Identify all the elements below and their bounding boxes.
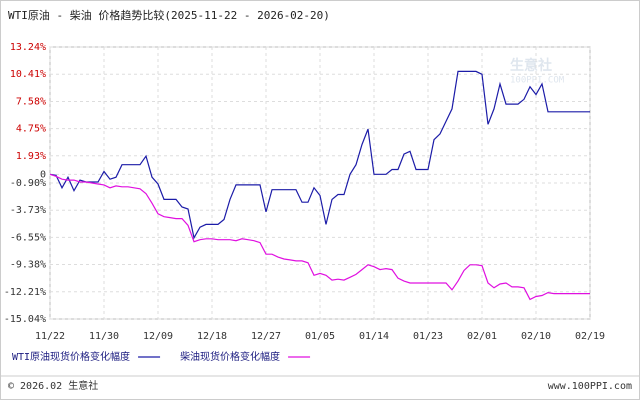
- footer-right: www.100PPI.com: [548, 381, 632, 392]
- y-tick-label: 13.24%: [10, 42, 46, 53]
- x-tick-label: 01/23: [413, 331, 443, 342]
- y-tick-label: -0.90%: [10, 178, 46, 189]
- watermark: 100PPI.COM: [510, 76, 565, 86]
- y-tick-label: 10.41%: [10, 69, 46, 80]
- x-tick-label: 12/18: [197, 331, 227, 342]
- x-tick-label: 02/10: [521, 331, 551, 342]
- y-tick-label: -12.21%: [4, 287, 46, 298]
- y-tick-label: -9.38%: [10, 260, 46, 271]
- y-tick-label: 4.75%: [16, 124, 46, 135]
- data-line: [49, 173, 590, 301]
- y-tick-label: 0: [40, 169, 46, 180]
- y-tick-label: 1.93%: [16, 151, 46, 162]
- watermark: 生意社: [510, 57, 552, 74]
- x-tick-label: 12/27: [251, 331, 281, 342]
- y-tick-label: -15.04%: [4, 314, 46, 325]
- legend-label: WTI原油现货价格变化幅度: [12, 350, 130, 363]
- legend-label: 柴油现货价格变化幅度: [180, 350, 280, 363]
- y-tick-label: -6.55%: [10, 232, 46, 243]
- y-tick-label: 7.58%: [16, 96, 46, 107]
- data-line: [49, 70, 590, 240]
- x-tick-label: 02/19: [575, 331, 605, 342]
- x-tick-label: 11/22: [35, 331, 65, 342]
- y-tick-label: -3.73%: [10, 205, 46, 216]
- x-tick-label: 01/14: [359, 331, 389, 342]
- x-tick-label: 01/05: [305, 331, 335, 342]
- footer-left: © 2026.02 生意社: [8, 379, 98, 392]
- chart-title: WTI原油 - 柴油 价格趋势比较(2025-11-22 - 2026-02-2…: [8, 8, 330, 22]
- x-tick-label: 11/30: [89, 331, 119, 342]
- x-tick-label: 02/01: [467, 331, 497, 342]
- x-tick-label: 12/09: [143, 331, 173, 342]
